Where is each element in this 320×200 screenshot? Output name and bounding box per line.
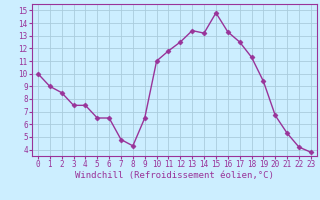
X-axis label: Windchill (Refroidissement éolien,°C): Windchill (Refroidissement éolien,°C) — [75, 171, 274, 180]
